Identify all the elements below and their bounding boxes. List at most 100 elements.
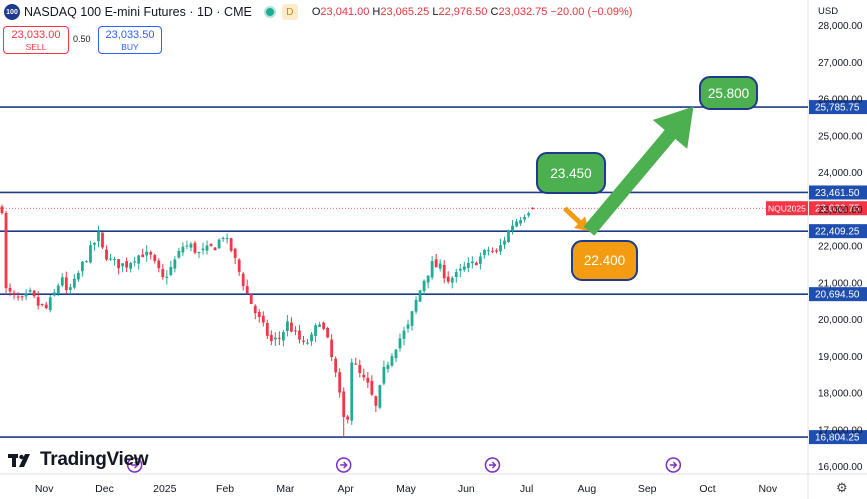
candle-body	[483, 250, 486, 256]
last-price-label: 23,032.75	[815, 204, 860, 215]
candle-body	[209, 243, 213, 246]
symbol-logo-icon: 100	[4, 4, 20, 20]
candle-body	[394, 349, 398, 359]
symbol-title[interactable]: NASDAQ 100 E-mini Futures · 1D · CME	[24, 5, 252, 19]
candle-body	[338, 372, 342, 393]
candle-body	[306, 342, 309, 344]
candle-body	[193, 242, 197, 253]
candle-body	[8, 287, 12, 292]
y-tick-label: 18,000.00	[818, 389, 863, 400]
candle-body	[269, 334, 273, 342]
x-tick-label: Dec	[95, 483, 114, 495]
event-marker-icon[interactable]	[484, 457, 501, 473]
candle-body	[60, 277, 64, 286]
currency-label[interactable]: USD	[818, 6, 839, 17]
candle-body	[181, 246, 185, 253]
candle-body	[273, 337, 277, 340]
candle-body	[245, 286, 249, 294]
candle-body	[161, 268, 165, 278]
candle-body	[282, 332, 285, 341]
candle-body	[36, 297, 40, 306]
event-marker-icon[interactable]	[665, 457, 682, 473]
candle-body	[237, 259, 241, 272]
tradingview-logo-text: TradingView	[40, 449, 149, 470]
candle-body	[89, 245, 92, 263]
x-tick-label: May	[396, 483, 417, 495]
candle-body	[0, 206, 4, 214]
sell-button[interactable]: 23,033.00 SELL	[3, 26, 69, 54]
candle-body	[32, 290, 36, 297]
x-tick-label: Oct	[699, 483, 715, 495]
candle-body	[318, 324, 321, 327]
candle-body	[442, 264, 446, 279]
candle-body	[24, 293, 28, 297]
candle-body	[458, 268, 462, 271]
x-tick-label: Apr	[338, 483, 355, 495]
candle-body	[286, 321, 289, 332]
spread-value: 0.50	[73, 34, 91, 44]
candle-body	[173, 259, 177, 269]
candle-body	[85, 261, 88, 263]
candle-body	[225, 237, 229, 239]
y-tick-label: 22,000.00	[818, 242, 863, 253]
orange-down-arrow	[563, 206, 589, 232]
candle-body	[446, 276, 450, 282]
green-up-arrow	[583, 106, 694, 236]
candle-body	[450, 277, 454, 283]
level-price-badge	[809, 100, 867, 115]
candle-body	[205, 245, 209, 251]
candle-body	[28, 290, 32, 292]
candle-body	[72, 278, 76, 288]
candle-body	[294, 330, 297, 332]
candle-body	[177, 250, 181, 258]
candle-body	[12, 292, 16, 295]
candle-body	[374, 396, 378, 406]
candle-body	[434, 259, 438, 268]
candle-body	[362, 374, 366, 378]
level-price-label: 22,409.25	[815, 227, 860, 238]
candle-body	[398, 338, 402, 349]
level-price-badge	[809, 224, 867, 239]
candle-body	[4, 212, 8, 289]
event-marker-icon[interactable]	[335, 457, 352, 473]
candle-body	[350, 362, 354, 421]
candle-body	[213, 247, 217, 251]
candle-body	[470, 261, 474, 264]
candle-body	[81, 261, 84, 272]
candle-body	[334, 358, 338, 373]
settings-gear-icon[interactable]: ⚙	[836, 480, 848, 495]
candle-body	[101, 232, 104, 248]
candle-body	[454, 272, 458, 278]
ohlc-readout: O23,041.00 H23,065.25 L22,976.50 C23,032…	[311, 6, 633, 18]
candle-body	[189, 243, 193, 248]
candle-body	[56, 285, 60, 294]
buy-button[interactable]: 23,033.50 BUY	[98, 26, 162, 54]
y-tick-label: 24,000.00	[818, 168, 863, 179]
candle-body	[402, 330, 406, 339]
candle-body	[149, 252, 153, 255]
y-tick-label: 16,000.00	[818, 462, 863, 473]
tradingview-logo[interactable]: TradingView	[8, 449, 149, 471]
candle-body	[105, 249, 108, 260]
candle-body	[330, 339, 334, 358]
market-status-icon	[263, 6, 276, 18]
candle-body	[16, 296, 20, 298]
candle-body	[499, 245, 502, 252]
candle-body	[153, 255, 157, 261]
target-callout-22400: 22.400	[571, 240, 638, 281]
candle-body	[378, 385, 382, 408]
last-symbol-label: NQU2025	[768, 204, 806, 214]
candle-body	[76, 272, 80, 280]
candle-body	[406, 324, 410, 329]
candle-body	[466, 262, 470, 268]
event-marker-icon[interactable]	[126, 457, 143, 473]
candle-body	[382, 366, 386, 384]
candle-body	[342, 391, 346, 417]
candle-body	[48, 297, 52, 311]
target-callout-25800: 25.800	[699, 76, 758, 110]
y-tick-label: 21,000.00	[818, 278, 863, 289]
x-tick-label: Jun	[458, 483, 475, 495]
candle-body	[314, 325, 317, 336]
candle-body	[386, 364, 390, 369]
